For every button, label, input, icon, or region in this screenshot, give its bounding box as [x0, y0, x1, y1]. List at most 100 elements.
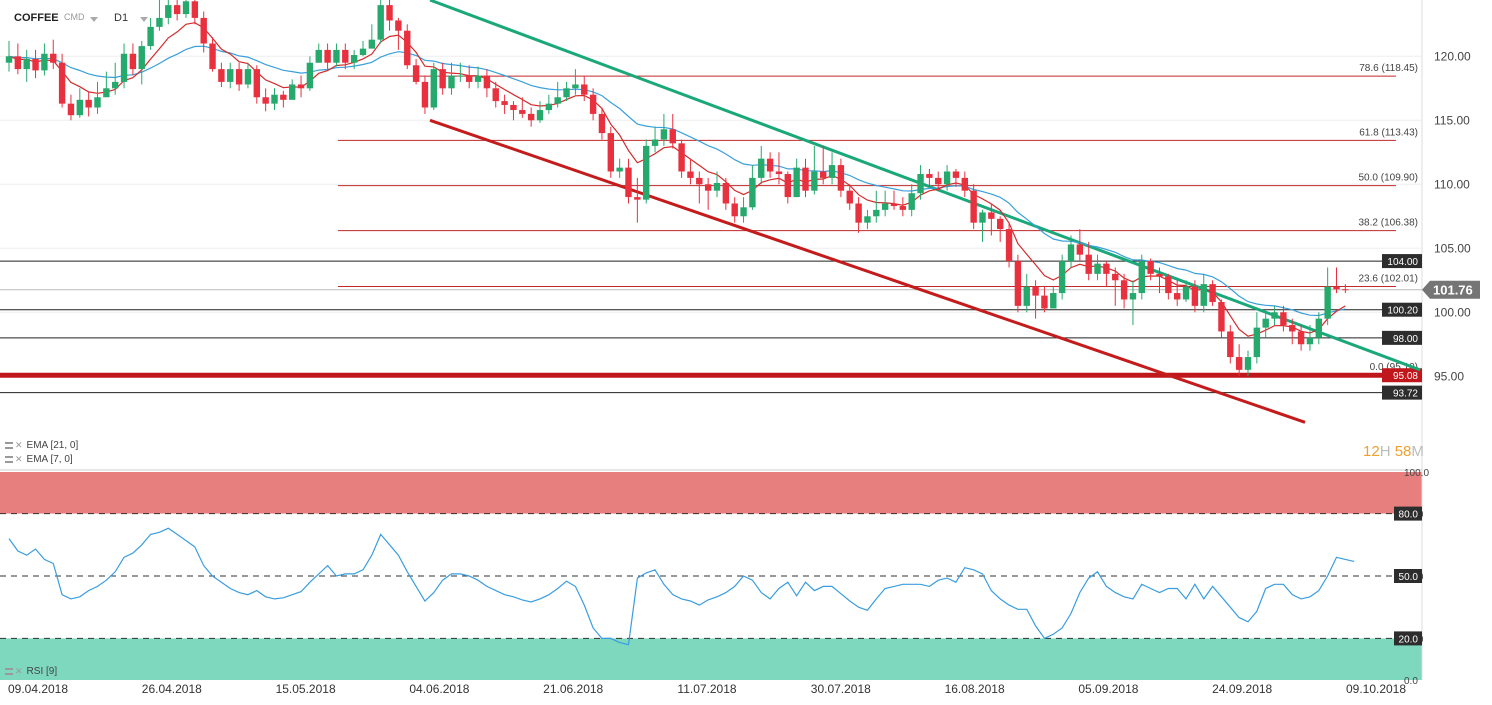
candle-body	[527, 113, 535, 121]
x-tick-label: 26.04.2018	[142, 682, 202, 696]
x-tick-label: 30.07.2018	[811, 682, 871, 696]
candle-body	[1200, 284, 1207, 306]
candle-body	[935, 177, 942, 185]
candle-body	[67, 103, 75, 116]
candle	[412, 58, 420, 85]
fib-level-label: 78.6 (118.45)	[1359, 63, 1418, 74]
candle-body	[1058, 261, 1066, 294]
trendline-upper	[429, 0, 1421, 372]
candle	[350, 49, 358, 70]
candle	[899, 197, 907, 217]
candle	[988, 203, 995, 236]
candle-timer: 12H 58M	[1363, 443, 1424, 460]
timer-minutes: 58	[1394, 443, 1412, 460]
candle-body	[1094, 263, 1101, 274]
remove-indicator-icon[interactable]: ✕	[15, 454, 23, 464]
candle-body	[492, 88, 499, 102]
symbol-dropdown-icon[interactable]	[90, 17, 98, 22]
candle-body	[749, 177, 756, 208]
candle-body	[1324, 286, 1331, 319]
remove-indicator-icon[interactable]: ✕	[15, 666, 23, 676]
candle-body	[1306, 337, 1314, 345]
candle-body	[1014, 261, 1022, 306]
candle-body	[589, 94, 597, 114]
level-badge	[1382, 385, 1422, 400]
candle	[227, 62, 234, 89]
indicator-ema21[interactable]: ✕ EMA [21, 0]	[5, 440, 78, 451]
timer-hours: 12	[1363, 443, 1380, 460]
x-tick-label: 21.06.2018	[543, 682, 603, 696]
candle-body	[1342, 289, 1349, 291]
candle	[837, 158, 845, 198]
price-tick-label: 120.00	[1434, 49, 1471, 63]
candle-body	[1138, 261, 1145, 294]
candle-body	[1182, 286, 1190, 300]
candle-body	[1050, 293, 1057, 309]
candle	[926, 168, 933, 187]
candle	[76, 88, 83, 118]
candle	[271, 88, 278, 111]
candle-body	[572, 84, 579, 89]
level-badge-label: 93.72	[1393, 389, 1418, 400]
candle-body	[1209, 284, 1216, 303]
x-tick-label: 15.05.2018	[276, 682, 336, 696]
fib-level-label: 50.0 (109.90)	[1359, 173, 1419, 184]
candle	[218, 62, 225, 88]
candle	[138, 40, 145, 85]
candle	[32, 49, 39, 79]
candle-body	[112, 81, 119, 89]
candle-body	[165, 5, 172, 18]
remove-indicator-icon[interactable]: ✕	[15, 440, 23, 450]
candle	[1315, 312, 1322, 345]
candle-body	[1235, 357, 1243, 370]
level-badge	[1382, 254, 1422, 269]
candle-body	[651, 139, 659, 146]
candle	[1280, 305, 1287, 332]
candle	[1023, 273, 1030, 313]
indicator-ema7[interactable]: ✕ EMA [7, 0]	[5, 454, 73, 465]
indicator-rsi[interactable]: ✕ RSI [9]	[5, 666, 57, 677]
candle	[1306, 325, 1314, 351]
candle	[173, 0, 181, 21]
candle-body	[766, 158, 774, 172]
candle-body	[306, 62, 314, 89]
candle	[1085, 241, 1092, 281]
candle	[404, 24, 411, 70]
symbol-label[interactable]: COFFEE	[14, 12, 59, 24]
candle	[235, 62, 243, 91]
candle-body	[696, 177, 703, 185]
candle	[395, 17, 402, 50]
x-tick-label: 04.06.2018	[409, 682, 469, 696]
drag-handle-icon[interactable]	[5, 668, 13, 675]
candle-body	[660, 129, 668, 140]
candle-body	[536, 110, 544, 121]
candle-body	[368, 39, 376, 49]
candle	[103, 71, 110, 98]
drag-handle-icon[interactable]	[5, 456, 13, 463]
rsi-level-badge	[1394, 569, 1422, 583]
x-tick-label: 09.10.2018	[1346, 682, 1406, 696]
current-price-label: 101.76	[1433, 283, 1473, 298]
candle-body	[1041, 295, 1048, 309]
x-tick-label: 11.07.2018	[677, 682, 736, 696]
candle	[997, 216, 1004, 242]
candle-body	[1103, 263, 1110, 274]
candle	[289, 79, 296, 100]
candle	[572, 69, 579, 95]
candle	[1262, 312, 1269, 338]
candle-body	[315, 49, 322, 63]
timeframe-dropdown-icon[interactable]	[140, 17, 148, 22]
drag-handle-icon[interactable]	[5, 442, 13, 449]
candle	[244, 62, 252, 89]
candle-body	[581, 84, 588, 95]
candle-body	[350, 55, 358, 63]
candle	[368, 24, 376, 49]
candle-body	[448, 75, 455, 89]
timeframe-label[interactable]: D1	[114, 12, 129, 24]
level-badge-label: 100.20	[1387, 306, 1418, 317]
candle-body	[607, 133, 614, 172]
candle	[563, 81, 570, 102]
candle-body	[5, 56, 13, 63]
